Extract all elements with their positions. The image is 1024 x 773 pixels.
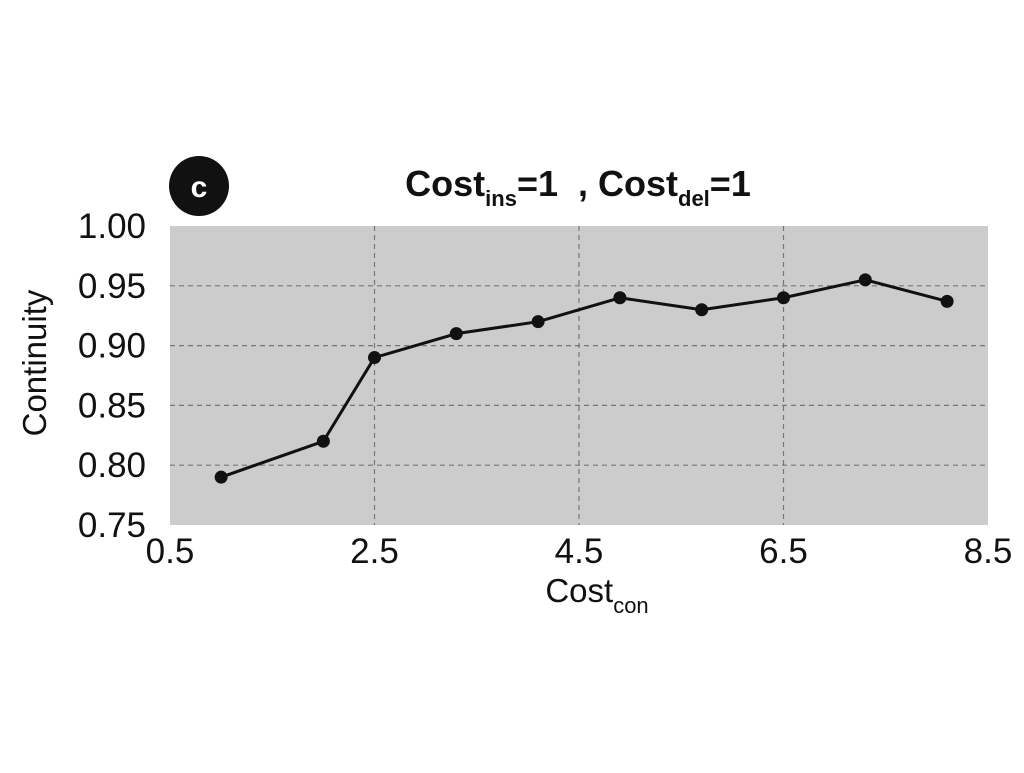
grid: [170, 226, 988, 525]
title-part-2: =1 , Cost: [517, 163, 678, 204]
x-axis-label: Costcon: [545, 572, 648, 618]
y-axis-label: Continuity: [16, 289, 53, 436]
x-axis-label-main: Cost: [545, 572, 613, 609]
title-part-3: =1: [710, 163, 751, 204]
data-point: [613, 291, 627, 305]
panel-badge-circle: [169, 156, 229, 216]
title-sub-1: ins: [485, 186, 517, 211]
chart-title: Costins=1 , Costdel=1: [405, 163, 751, 211]
data-point: [858, 273, 872, 287]
panel-label: c: [191, 171, 208, 204]
panel-badge: c: [169, 156, 229, 216]
title-part-1: Cost: [405, 163, 485, 204]
y-tick-label: 0.90: [78, 327, 146, 366]
data-point: [695, 303, 709, 317]
x-tick-label: 4.5: [555, 532, 604, 571]
y-tick-label: 0.85: [78, 386, 146, 425]
data-point: [777, 291, 790, 305]
data-point: [214, 470, 228, 484]
y-tick-label: 0.80: [78, 446, 146, 485]
y-tick-label: 0.75: [78, 506, 146, 545]
title-sub-2: del: [678, 186, 710, 211]
y-tick-label: 0.95: [78, 267, 146, 306]
x-tick-label: 0.5: [146, 532, 195, 571]
series-line: [220, 278, 948, 479]
x-tick-label: 6.5: [759, 532, 808, 571]
data-point: [940, 294, 954, 308]
tick-labels: 0.5 2.5 4.5 6.5 8.5 0.75 0.80 0.85 0.90 0.95 1.00: [78, 207, 1012, 571]
x-axis-label-sub: con: [613, 593, 648, 618]
data-point: [531, 315, 545, 329]
series: [214, 273, 954, 484]
data-point: [316, 434, 330, 448]
y-tick-label: 1.00: [78, 207, 146, 246]
data-point: [368, 351, 381, 365]
x-tick-label: 2.5: [350, 532, 399, 571]
data-point: [449, 327, 463, 341]
x-tick-label: 8.5: [964, 532, 1013, 571]
